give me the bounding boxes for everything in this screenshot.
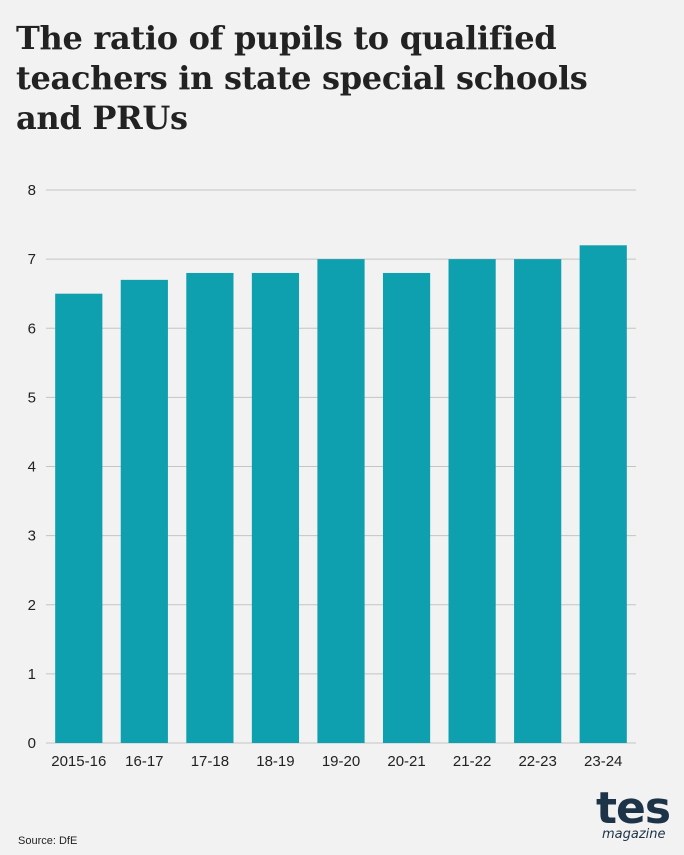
y-axis-ticks: 0 1 2 3 4 5 6 7 8 — [28, 182, 36, 752]
y-tick-label: 8 — [28, 182, 36, 199]
chart-title: The ratio of pupils to qualified teacher… — [16, 19, 588, 137]
x-tick-label: 21-22 — [453, 753, 491, 770]
y-tick-label: 1 — [28, 666, 36, 683]
y-tick-label: 2 — [28, 597, 36, 614]
y-tick-label: 5 — [28, 389, 36, 406]
logo-subtitle: magazine — [602, 827, 666, 842]
bar-22-23 — [514, 259, 562, 743]
x-tick-label: 2015-16 — [51, 753, 106, 770]
y-tick-label: 6 — [28, 320, 36, 337]
bar-2015-16 — [55, 293, 103, 743]
bar-21-22 — [448, 259, 496, 743]
x-tick-label: 18-19 — [256, 753, 294, 770]
logo-wordmark: tes — [596, 783, 671, 834]
tes-magazine-logo: tes magazine — [594, 787, 674, 847]
bar-18-19 — [251, 272, 300, 743]
x-tick-label: 23-24 — [584, 753, 622, 770]
x-tick-label: 22-23 — [518, 753, 556, 770]
y-tick-label: 3 — [28, 528, 36, 545]
source-note: Source: DfE — [18, 835, 78, 847]
bar-17-18 — [186, 272, 234, 743]
y-tick-label: 4 — [28, 459, 36, 476]
x-axis-ticks: 2015-16 16-17 17-18 18-19 19-20 20-21 21-22 22-… — [51, 753, 622, 770]
bar-16-17 — [120, 279, 168, 743]
bar-19-20 — [317, 259, 365, 743]
x-tick-label: 16-17 — [125, 753, 163, 770]
x-tick-label: 17-18 — [191, 753, 229, 770]
x-tick-label: 19-20 — [322, 753, 360, 770]
bars — [55, 245, 627, 744]
bar-23-24 — [579, 245, 627, 744]
y-tick-label: 7 — [28, 251, 36, 268]
y-tick-label: 0 — [28, 735, 36, 752]
bar-20-21 — [382, 272, 431, 743]
x-tick-label: 20-21 — [387, 753, 425, 770]
